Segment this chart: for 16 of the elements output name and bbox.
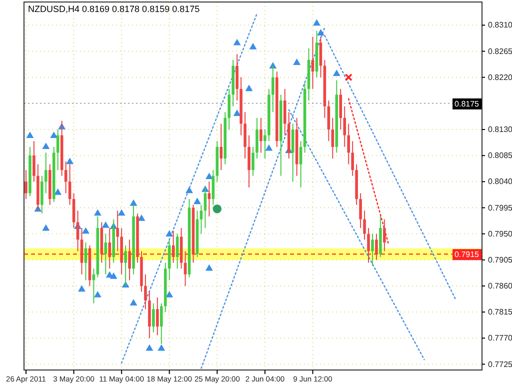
- y-tick-label: 0.8130: [488, 125, 512, 134]
- y-tick-label: 0.7770: [488, 334, 512, 343]
- y-tick-label: 0.8310: [488, 20, 512, 30]
- y-tick-label: 0.7725: [488, 360, 512, 369]
- y-tick-label: 0.8085: [488, 151, 512, 160]
- y-tick-label: 0.7860: [488, 282, 512, 291]
- ref-line-label: 0.7915: [454, 250, 480, 260]
- y-tick-label: 0.7815: [488, 308, 512, 317]
- y-tick-label: 0.7995: [488, 203, 512, 212]
- y-tick-label: 0.8220: [488, 72, 512, 82]
- y-tick-label: 0.7950: [488, 229, 512, 238]
- ref-line-label: 0.8175: [454, 99, 480, 108]
- y-tick-label: 0.8265: [488, 46, 512, 56]
- y-tick-label: 0.8040: [488, 177, 512, 186]
- chart-title: NZDUSD,H4 0.8169 0.8178 0.8159 0.8175: [28, 4, 200, 14]
- y-tick-label: 0.7905: [488, 255, 512, 264]
